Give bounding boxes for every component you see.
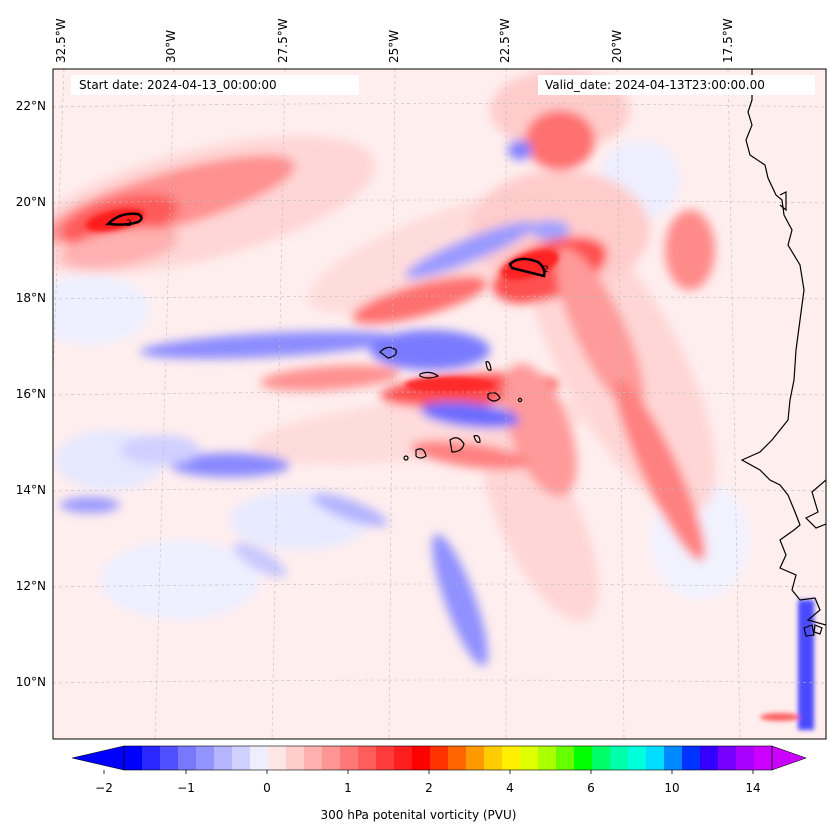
colorbar-segment xyxy=(502,746,521,770)
colorbar-segment xyxy=(376,746,395,770)
lat-label-10n: 10°N xyxy=(15,675,46,689)
lon-label-22-5w: 22.5°W xyxy=(498,18,512,63)
colorbar-segment xyxy=(430,746,449,770)
lon-label-30w: 30°W xyxy=(164,29,178,63)
colorbar-tick-label: −2 xyxy=(95,781,113,795)
colorbar-segment xyxy=(592,746,611,770)
colorbar-segment xyxy=(466,746,485,770)
colorbar-segment xyxy=(718,746,737,770)
colorbar-segment xyxy=(736,746,755,770)
colorbar-segment xyxy=(412,746,431,770)
coastline xyxy=(740,69,826,637)
colorbar-segment xyxy=(286,746,305,770)
lat-label-20n: 20°N xyxy=(15,195,46,209)
lon-label-27-5w: 27.5°W xyxy=(276,18,290,63)
colorbar-segment xyxy=(160,746,179,770)
pv-field: 2 2 xyxy=(53,69,826,739)
colorbar-segment xyxy=(322,746,341,770)
colorbar-segment xyxy=(196,746,215,770)
valid-date-box: Valid_date: 2024-04-13T23:00:00.00 xyxy=(538,75,815,95)
colorbar-segment xyxy=(556,746,575,770)
colorbar-min-extend xyxy=(71,745,125,771)
lat-label-14n: 14°N xyxy=(15,483,46,497)
colorbar-segment xyxy=(448,746,467,770)
lon-label-17-5w: 17.5°W xyxy=(721,18,735,63)
colorbar-segment xyxy=(178,746,197,770)
colorbar-segment xyxy=(142,746,161,770)
contour-label: 2 xyxy=(126,219,132,229)
colorbar-tick-label: 2 xyxy=(425,781,433,795)
colorbar-frame xyxy=(123,745,773,771)
colorbar-segment xyxy=(358,746,377,770)
pv-contours xyxy=(104,212,546,278)
colorbar-segment xyxy=(520,746,539,770)
colorbar-tick-label: −1 xyxy=(177,781,195,795)
start-date-text: Start date: 2024-04-13_00:00:00 xyxy=(79,78,277,92)
colorbar-segment xyxy=(214,746,233,770)
colorbar-segment xyxy=(538,746,557,770)
lat-label-18n: 18°N xyxy=(15,291,46,305)
colorbar-segment xyxy=(574,746,593,770)
start-date-box: Start date: 2024-04-13_00:00:00 xyxy=(71,75,359,95)
colorbar-segment xyxy=(700,746,719,770)
colorbar-tick-label: 4 xyxy=(506,781,514,795)
colorbar-segment xyxy=(628,746,647,770)
colorbar-segment xyxy=(304,746,323,770)
lon-label-20w: 20°W xyxy=(610,29,624,63)
colorbar-segment xyxy=(124,746,143,770)
colorbar xyxy=(71,745,807,774)
colorbar-segment xyxy=(610,746,629,770)
colorbar-segment xyxy=(664,746,683,770)
lat-label-22n: 22°N xyxy=(15,99,46,113)
colorbar-segment xyxy=(232,746,251,770)
colorbar-segment xyxy=(268,746,287,770)
colorbar-segment xyxy=(250,746,269,770)
colorbar-segment xyxy=(484,746,503,770)
contour-label-2: 2 xyxy=(543,265,549,275)
colorbar-segment xyxy=(340,746,359,770)
map-frame xyxy=(52,68,827,740)
colorbar-segment xyxy=(754,746,773,770)
graticule xyxy=(53,69,826,739)
colorbar-max-extend xyxy=(771,745,807,771)
valid-date-text: Valid_date: 2024-04-13T23:00:00.00 xyxy=(545,78,765,92)
lat-label-16n: 16°N xyxy=(15,387,46,401)
colorbar-tick-label: 1 xyxy=(344,781,352,795)
lon-label-25w: 25°W xyxy=(387,29,401,63)
colorbar-segment xyxy=(682,746,701,770)
colorbar-segment xyxy=(394,746,413,770)
lat-label-12n: 12°N xyxy=(15,579,46,593)
colorbar-tick-label: 6 xyxy=(587,781,595,795)
colorbar-tick-label: 0 xyxy=(263,781,271,795)
colorbar-tick-label: 14 xyxy=(745,781,761,795)
colorbar-segment xyxy=(646,746,665,770)
colorbar-title: 300 hPa potenital vorticity (PVU) xyxy=(320,808,517,822)
lon-label-32-5w: 32.5°W xyxy=(54,18,68,63)
colorbar-tick-label: 10 xyxy=(664,781,680,795)
